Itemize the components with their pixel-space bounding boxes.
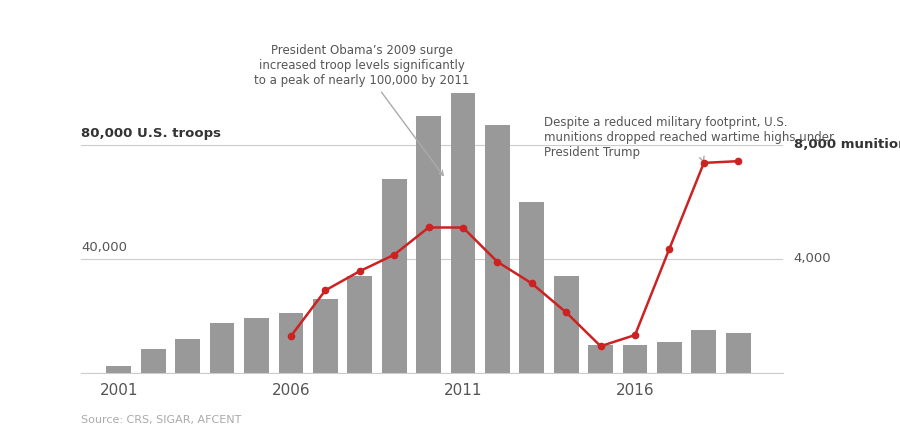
Bar	[141, 349, 166, 373]
Bar	[554, 276, 579, 373]
Bar	[519, 202, 544, 373]
Bar	[278, 313, 303, 373]
Bar	[623, 345, 647, 373]
Bar	[726, 333, 751, 373]
Bar	[589, 345, 613, 373]
Text: 4,000: 4,000	[794, 253, 832, 266]
Bar	[416, 116, 441, 373]
Bar	[210, 323, 235, 373]
Text: Source: CRS, SIGAR, AFCENT: Source: CRS, SIGAR, AFCENT	[81, 415, 241, 425]
Bar	[451, 93, 475, 373]
Bar	[244, 318, 269, 373]
Bar	[106, 366, 131, 373]
Bar	[691, 330, 716, 373]
Text: 8,000 munitions dropped: 8,000 munitions dropped	[794, 138, 900, 151]
Bar	[347, 276, 372, 373]
Text: President Obama’s 2009 surge
increased troop levels significantly
to a peak of n: President Obama’s 2009 surge increased t…	[254, 44, 470, 175]
Bar	[657, 342, 682, 373]
Bar	[176, 339, 200, 373]
Text: 80,000 U.S. troops: 80,000 U.S. troops	[81, 127, 221, 139]
Text: Despite a reduced military footprint, U.S.
munitions dropped reached wartime hig: Despite a reduced military footprint, U.…	[544, 116, 834, 162]
Bar	[313, 299, 338, 373]
Text: 40,000: 40,000	[81, 241, 127, 254]
Bar	[382, 179, 407, 373]
Bar	[485, 125, 509, 373]
